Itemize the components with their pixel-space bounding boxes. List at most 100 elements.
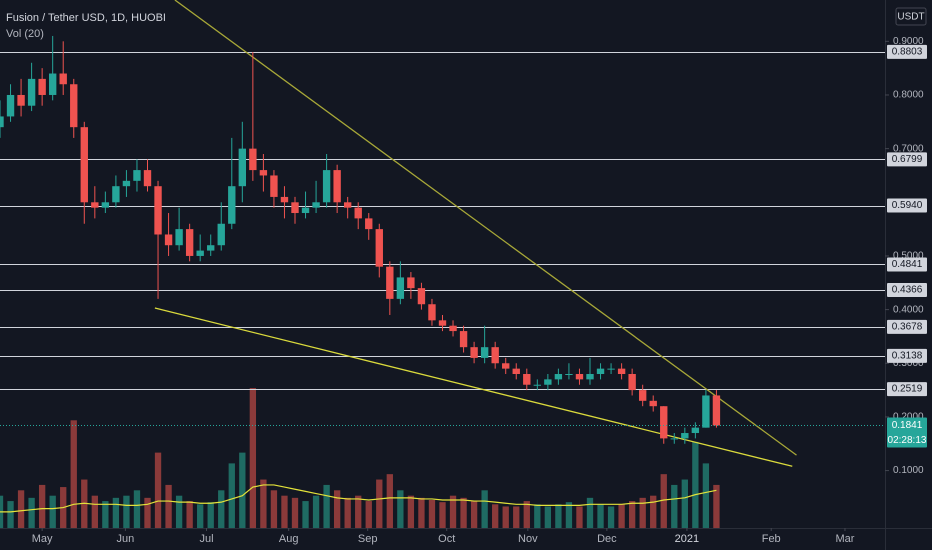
volume-bar [165,484,172,528]
volume-bar [365,501,372,528]
volume-bar [576,506,583,528]
volume-bar [607,506,615,528]
candle-body [38,78,46,95]
last-price-box [887,417,927,448]
y-tick-label: 0.5000 [893,251,924,262]
volume-bar [333,490,341,528]
candle-body [407,277,415,289]
x-tick-label: 2021 [675,533,699,545]
candle-body [365,218,373,230]
volume-bar [681,479,688,528]
volume-bar [123,495,130,528]
currency-label[interactable]: USDT [897,12,924,23]
volume-bar [154,452,162,528]
volume-bar [544,506,552,528]
volume-bar [639,497,646,528]
candle-body [691,427,700,434]
candle-body [712,395,721,426]
level-label-box [887,348,927,363]
volume-bar [186,501,193,528]
volume-bar [207,502,214,528]
volume-bar [28,497,35,528]
candle-body [0,116,4,128]
x-tick-label: Feb [762,533,781,545]
candle-body [596,368,605,374]
volume-bar [407,495,415,528]
volume-bar [344,497,351,528]
volume-bar [197,504,204,528]
volume-bar [7,501,14,528]
level-label: 0.6799 [892,154,923,165]
y-tick-label: 0.8000 [893,90,924,101]
candle-body [470,347,478,358]
level-label-box [887,44,927,59]
volume-bar [91,495,98,528]
candle-body [280,196,289,203]
candle-body [196,250,204,256]
level-label-box [887,198,927,213]
level-label-box [887,282,927,297]
candle-body [27,78,36,106]
candle-body [112,186,120,203]
volume-bar [312,495,320,528]
level-label: 0.3138 [892,351,923,362]
candle-body [607,368,615,370]
candle-body [185,229,194,256]
currency-box[interactable] [895,7,927,26]
x-tick-label: Oct [438,533,455,545]
volume-bar [376,479,383,528]
volume-bar [439,502,446,528]
candle-body [59,73,67,85]
volume-bar [239,452,246,528]
trend-line [154,307,793,467]
y-tick-label: 0.3000 [893,358,924,369]
x-tick-label: May [32,533,53,545]
volume-bar [597,504,604,528]
candle-body [354,207,362,219]
volume-bar [428,500,436,528]
level-label-box [887,257,927,272]
candle-body [143,170,152,187]
volume-bar [492,504,499,528]
volume-bar [228,463,235,528]
volume-bar [281,495,288,528]
level-label: 0.3678 [892,322,923,333]
candle-body [660,406,668,439]
volume-label: Vol (20) [6,28,44,40]
candle-body [628,374,636,391]
candle-body [502,363,510,369]
y-tick-label: 0.7000 [893,143,924,154]
candle-body [386,266,394,299]
candle-body [333,170,341,203]
volume-bar [481,490,488,528]
x-tick-label: Aug [279,533,299,545]
volume-bar [523,501,530,528]
volume-bar [449,495,457,528]
candle-body [523,374,531,385]
volume-bar [70,420,77,528]
volume-ma-line [0,484,717,513]
level-label: 0.2519 [892,384,923,395]
candle-body [438,320,447,326]
candle-body [565,374,573,375]
volume-bar [650,495,657,528]
x-tick-label: Nov [518,533,538,545]
candle-body [702,395,710,428]
volume-bar [175,495,183,528]
candle-body [238,148,247,187]
x-tick-label: Sep [358,533,378,545]
level-label: 0.8803 [892,47,923,58]
y-tick-label: 0.2000 [893,412,924,423]
candle-body [544,379,552,385]
level-label-box [887,152,927,167]
volume-bar [534,504,541,528]
candle-body [512,368,520,374]
candle-body [343,202,352,208]
y-tick-label: 0.4000 [893,304,924,315]
volume-bar [270,490,278,528]
candle-body [164,234,173,246]
volume-bar [386,474,393,528]
volume-bar [586,497,594,528]
volume-bar [112,497,120,528]
